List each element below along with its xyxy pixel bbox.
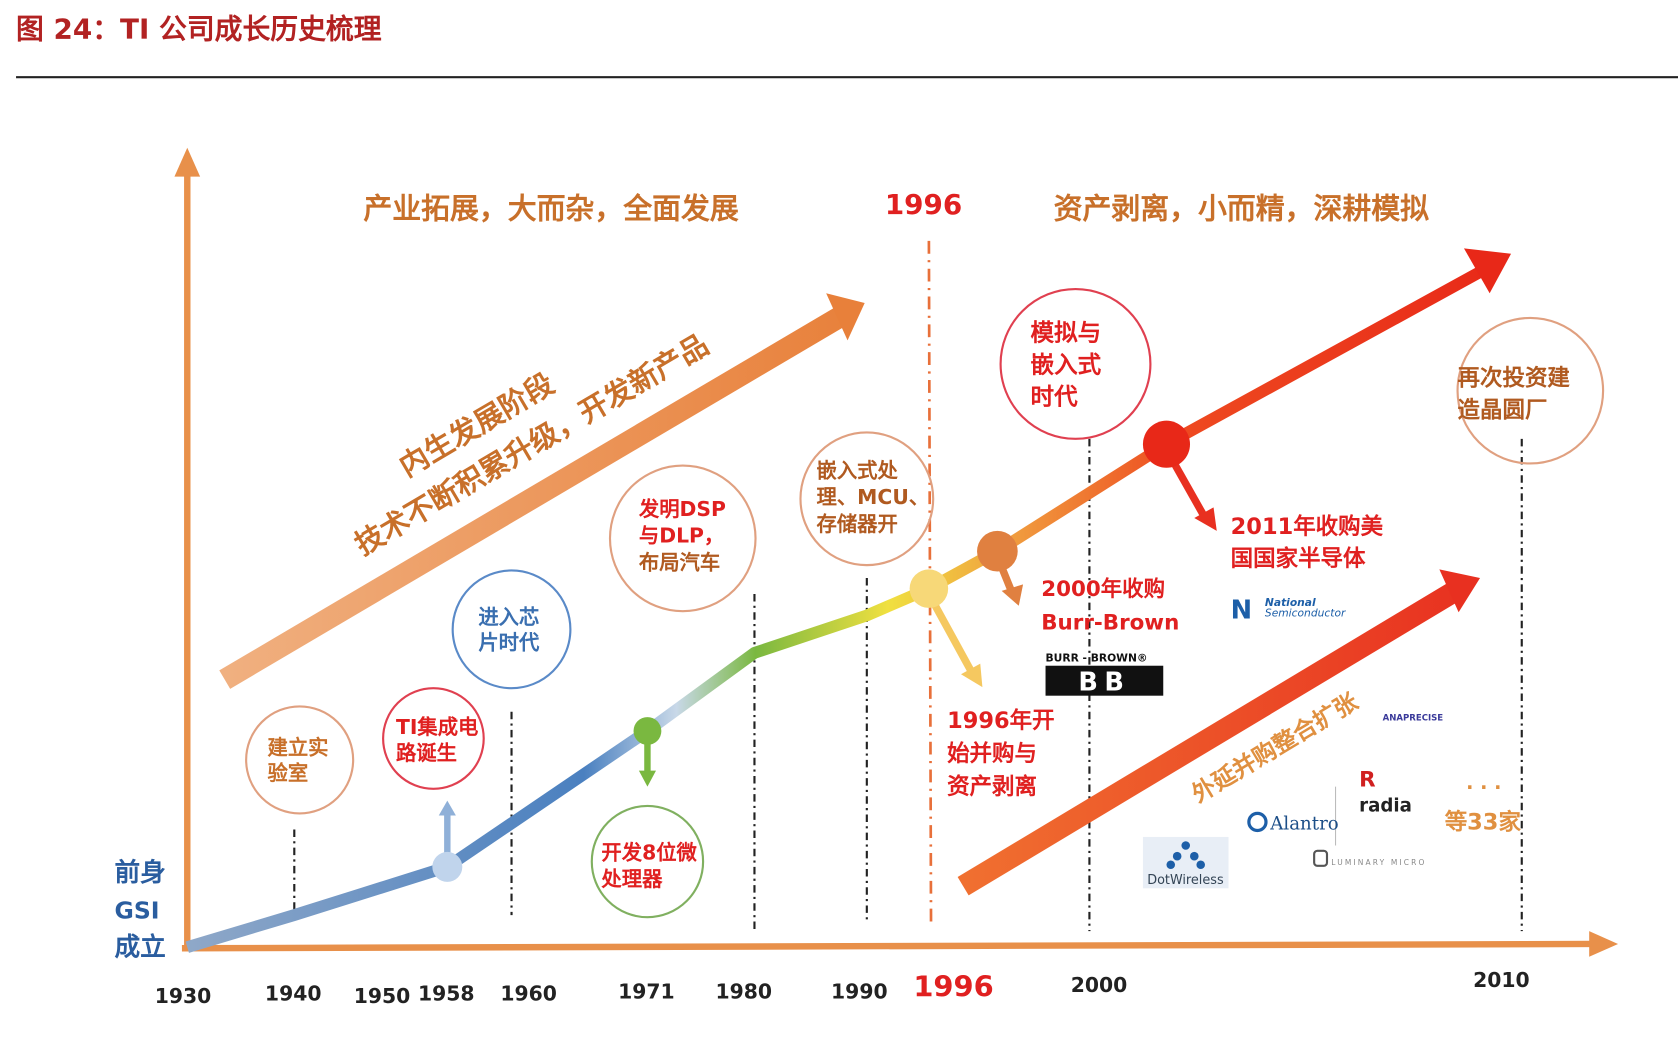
annotation-1996-line1: 1996年开 — [947, 707, 1054, 734]
svg-text:radia: radia — [1359, 795, 1412, 816]
year-label: 1950 — [354, 984, 411, 1008]
svg-text:嵌入式: 嵌入式 — [1031, 351, 1102, 379]
luminary-micro-logo: LUMINARY MICRO — [1313, 849, 1426, 867]
origin-line1: 前身 — [115, 857, 166, 888]
milestone-embedded: 嵌入式处 理、MCU、 存储器开 — [799, 431, 935, 567]
annotation-1996-line3: 资产剥离 — [947, 773, 1037, 800]
year-label: 1960 — [500, 982, 557, 1006]
svg-text:造晶圆厂: 造晶圆厂 — [1458, 397, 1548, 423]
alantro-logo: Alantro — [1247, 811, 1339, 834]
svg-text:LUMINARY MICRO: LUMINARY MICRO — [1331, 858, 1426, 867]
anaprecise-logo: ANAPRECISE — [1383, 713, 1444, 723]
svg-text:路诞生: 路诞生 — [396, 741, 457, 765]
year-label: 1980 — [715, 980, 772, 1004]
figure-caption: 图 24：TI 公司成长历史梳理 — [16, 13, 382, 46]
year-label-1996: 1996 — [913, 969, 993, 1003]
svg-text:验室: 验室 — [268, 761, 309, 785]
header-divider-year: 1996 — [885, 188, 962, 221]
header-left: 产业拓展，大而杂，全面发展 — [363, 191, 739, 225]
radia-logo: R radia — [1359, 768, 1412, 817]
annotation-2000: 2000年收购 — [1041, 576, 1165, 602]
node-1971 — [633, 717, 662, 745]
node-2011 — [1142, 420, 1191, 468]
growth-line — [185, 248, 1512, 953]
x-axis-years: 1930 1940 1950 1958 1960 1971 1980 1990 … — [155, 968, 1530, 1008]
svg-text:BB: BB — [1078, 667, 1130, 697]
milestone-fab: 再次投资建 造晶圆厂 — [1456, 316, 1605, 465]
milestone-8bit-mpu: 开发8位微 处理器 — [590, 804, 705, 919]
year-label: 1930 — [155, 984, 212, 1008]
others-count: 等33家 — [1445, 808, 1522, 835]
year-label: 1971 — [618, 980, 675, 1004]
expansion-arrow — [957, 569, 1481, 896]
svg-text:再次投资建: 再次投资建 — [1458, 364, 1571, 391]
milestone-lab: 建立实 验室 — [245, 705, 355, 815]
year-label: 1940 — [265, 982, 322, 1006]
svg-text:ANAPRECISE: ANAPRECISE — [1383, 713, 1444, 723]
svg-text:N: N — [1231, 596, 1253, 626]
svg-text:R: R — [1359, 768, 1376, 793]
svg-text:时代: 时代 — [1031, 383, 1079, 411]
ellipsis: · · · — [1466, 776, 1501, 799]
header-right: 资产剥离，小而精，深耕模拟 — [1054, 191, 1430, 225]
y-axis — [174, 147, 201, 948]
svg-text:理、MCU、: 理、MCU、 — [817, 485, 930, 509]
svg-text:发明DSP: 发明DSP — [638, 497, 726, 521]
node-1996 — [909, 569, 949, 608]
annotation-2011-line1: 2011年收购美 — [1231, 513, 1384, 540]
dotwireless-logo: DotWireless — [1142, 836, 1229, 889]
year-label: 2010 — [1473, 968, 1530, 992]
svg-text:建立实: 建立实 — [268, 736, 329, 760]
svg-text:嵌入式处: 嵌入式处 — [817, 458, 899, 482]
milestone-chip-era: 进入芯 片时代 — [451, 569, 572, 690]
svg-text:与DLP，: 与DLP， — [639, 524, 724, 548]
svg-text:进入芯: 进入芯 — [478, 605, 539, 629]
milestone-ic: TI集成电 路诞生 — [382, 687, 485, 790]
milestone-analog-era: 模拟与 嵌入式 时代 — [999, 287, 1152, 440]
svg-text:布局汽车: 布局汽车 — [639, 550, 720, 574]
phase-arrow — [219, 293, 865, 689]
year-label: 2000 — [1071, 973, 1128, 997]
milestone-dsp-dlp: 发明DSP 与DLP， 布局汽车 — [608, 464, 757, 613]
origin-line2: GSI — [115, 896, 160, 924]
svg-text:片时代: 片时代 — [478, 631, 540, 655]
svg-text:开发8位微: 开发8位微 — [601, 840, 697, 864]
national-semiconductor-logo: N National Semiconductor — [1231, 596, 1346, 626]
origin-line3: 成立 — [115, 932, 166, 963]
svg-text:Alantro: Alantro — [1269, 813, 1339, 834]
year-label: 1990 — [831, 980, 888, 1004]
svg-text:处理器: 处理器 — [600, 867, 663, 891]
svg-text:存储器开: 存储器开 — [817, 512, 898, 536]
svg-text:TI集成电: TI集成电 — [396, 715, 478, 739]
node-2000 — [977, 530, 1018, 572]
x-axis — [181, 931, 1619, 957]
svg-text:National: National — [1265, 596, 1316, 609]
annotation-2011-line2: 国国家半导体 — [1231, 545, 1366, 572]
annotation-1996-line2: 始并购与 — [947, 740, 1037, 767]
node-1958 — [432, 851, 463, 882]
burr-brown-logo: BURR - BROWN® BB — [1045, 651, 1164, 697]
svg-text:模拟与: 模拟与 — [1031, 318, 1102, 346]
annotation-burr-brown: Burr-Brown — [1041, 610, 1179, 635]
svg-text:BURR - BROWN®: BURR - BROWN® — [1046, 651, 1148, 664]
year-label: 1958 — [418, 982, 475, 1006]
svg-text:DotWireless: DotWireless — [1147, 873, 1224, 888]
svg-text:Semiconductor: Semiconductor — [1265, 606, 1346, 619]
